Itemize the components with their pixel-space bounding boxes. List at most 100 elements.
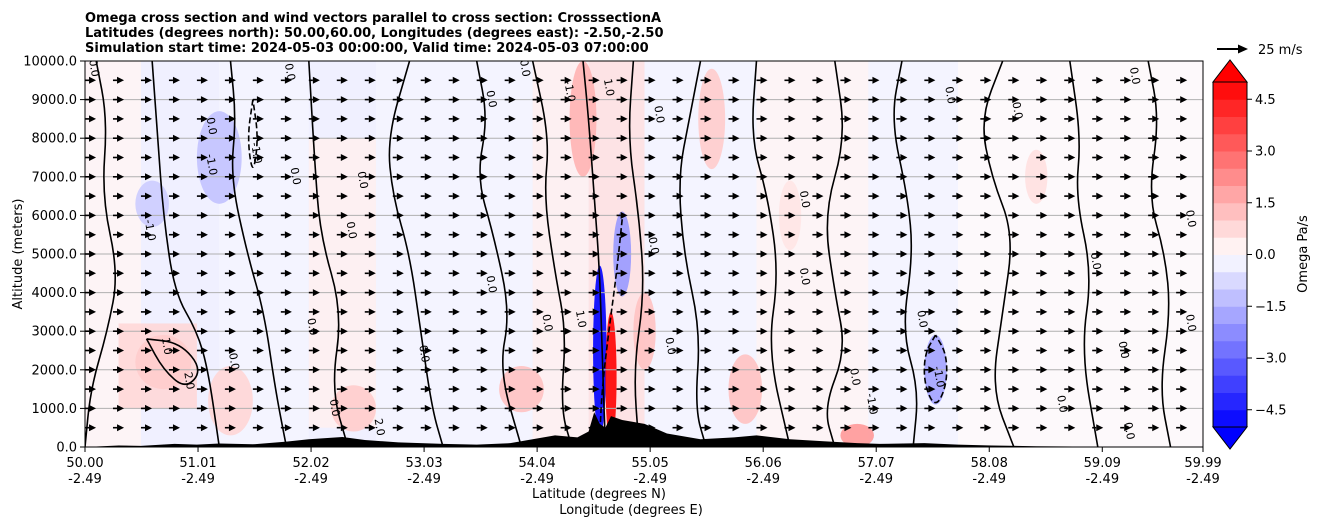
wind-vector-head-151: [956, 366, 964, 374]
wind-vector-head-759: [1180, 76, 1188, 84]
wind-vector-head-89: [340, 385, 348, 393]
wind-vector-head-43: [172, 404, 180, 412]
wind-vector-head-528: [312, 173, 320, 181]
wind-vector-223: [728, 327, 740, 335]
wind-vector-head-638: [1152, 134, 1160, 142]
wind-vector-head-343: [732, 269, 740, 277]
wind-vector-268: [868, 308, 880, 316]
wind-vector-head-488: [312, 192, 320, 200]
wind-vector-head-444: [200, 211, 208, 219]
wind-vector-70: [924, 404, 936, 412]
wind-vector-head-172: [424, 347, 432, 354]
wind-vector-head-295: [508, 289, 516, 297]
field-band-4: [308, 138, 376, 428]
wind-vector-head-403: [172, 231, 180, 239]
wind-vector-577: [560, 154, 572, 161]
wind-vector-head-39: [1180, 424, 1188, 432]
wind-vector-434: [1036, 231, 1048, 239]
wind-vector-372: [420, 250, 432, 258]
wind-vector-head-169: [340, 347, 348, 354]
wind-vector-655: [504, 115, 516, 123]
wind-vector-445: [224, 211, 236, 219]
wind-vector-head-426: [816, 231, 824, 239]
wind-vector-head-322: [144, 269, 152, 277]
wind-vector-489: [336, 192, 348, 200]
wind-vector-head-632: [984, 134, 992, 142]
wind-vector-head-355: [1068, 269, 1076, 277]
wind-vector-head-599: [1180, 154, 1188, 161]
wind-vector-head-545: [788, 173, 796, 181]
wind-vector-head-416: [536, 231, 544, 239]
wind-vector-166: [252, 347, 264, 354]
wind-vector-583: [728, 154, 740, 161]
wind-vector-head-197: [1124, 347, 1132, 354]
wind-vector-head-651: [396, 115, 404, 123]
wind-vector-head-0: [89, 424, 97, 432]
wind-vector-510: [924, 192, 936, 200]
wind-vector-211: [392, 327, 404, 335]
wind-vector-656: [532, 115, 544, 123]
wind-vector-head-531: [396, 173, 404, 181]
wind-vector-head-524: [200, 173, 208, 181]
wind-vector-head-248: [312, 308, 320, 316]
wind-vector-head-49: [340, 404, 348, 412]
wind-vector-head-597: [1124, 154, 1132, 161]
colorbar-extend-bottom: [1211, 426, 1249, 450]
wind-vector-192: [980, 347, 992, 354]
wind-vector-273: [1008, 308, 1020, 316]
wind-vector-62: [700, 404, 712, 412]
wind-vector-697: [560, 96, 572, 104]
wind-vector-356: [1092, 269, 1104, 277]
wind-vector-head-460: [648, 211, 656, 219]
wind-vector-head-65: [788, 404, 796, 412]
contour-label-33: 0.0: [1009, 101, 1025, 120]
chart-title-line-2: Latitudes (degrees north): 50.00,60.00, …: [85, 26, 664, 41]
wind-vector-266: [812, 308, 824, 316]
wind-vector-head-268: [872, 308, 880, 316]
wind-vector-head-633: [1012, 134, 1020, 142]
wind-vector-471: [952, 211, 964, 219]
wind-vector-head-62: [704, 404, 712, 412]
wind-vector-head-45: [228, 404, 236, 412]
wind-vector-head-398: [1152, 250, 1160, 258]
contour-label-27: 0.0: [797, 267, 813, 286]
wind-vector-head-68: [872, 404, 880, 412]
wind-vector-389: [896, 250, 908, 258]
wind-vector-head-570: [368, 154, 376, 161]
wind-vector-head-342: [704, 269, 712, 277]
wind-vector-head-423: [732, 231, 740, 239]
wind-vector-133: [448, 366, 460, 374]
colorbar-tick-label-2: 1.5: [1255, 196, 1276, 211]
wind-vector-head-447: [284, 211, 292, 219]
wind-vector-head-481: [117, 192, 125, 200]
wind-vector-38: [1148, 424, 1160, 432]
wind-vector-55: [504, 404, 516, 412]
wind-vector-14: [476, 424, 488, 432]
wind-vector-head-732: [424, 76, 432, 84]
wind-vector-head-131: [396, 366, 404, 374]
wind-vector-head-652: [424, 115, 432, 123]
wind-vector-head-27: [844, 424, 852, 432]
wind-vector-head-475: [1068, 211, 1076, 219]
wind-vector-704: [756, 96, 768, 104]
wind-vector-head-247: [284, 308, 292, 316]
wind-vector-636: [1092, 134, 1104, 142]
wind-vector-515: [1064, 192, 1076, 200]
wind-vector-391: [952, 250, 964, 258]
wind-vector-head-697: [564, 96, 572, 104]
wind-vector-head-456: [536, 211, 544, 219]
wind-vector-head-91: [396, 385, 404, 393]
wind-vector-head-7: [284, 424, 292, 432]
wind-vector-89: [336, 385, 348, 393]
colorbar-band-2: [1213, 375, 1247, 393]
x-tick-label-lon-0: -2.49: [68, 472, 102, 487]
wind-vector-310: [924, 289, 936, 297]
wind-vector-64: [756, 404, 768, 412]
wind-vector-head-383: [732, 250, 740, 258]
contour-label-37: 0.0: [1183, 209, 1199, 228]
wind-vector-head-506: [816, 192, 824, 200]
wind-vector-head-701: [676, 96, 684, 104]
wind-vector-254: [476, 308, 488, 316]
wind-vector-head-435: [1068, 231, 1076, 239]
